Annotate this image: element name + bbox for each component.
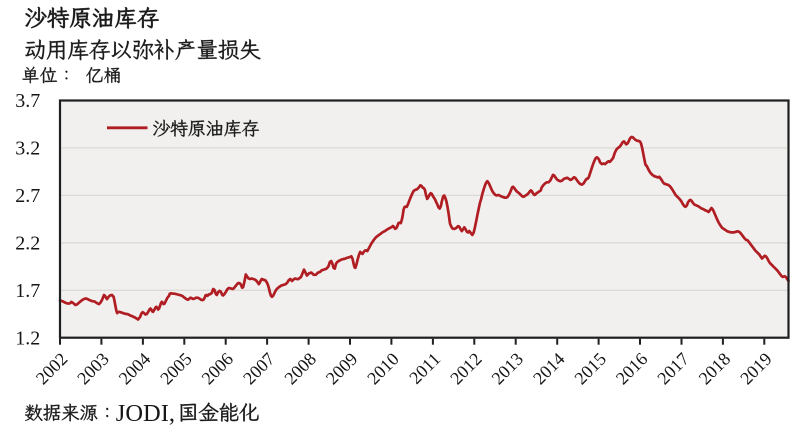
svg-text:1.2: 1.2 bbox=[15, 327, 40, 349]
svg-text:2.7: 2.7 bbox=[15, 185, 40, 207]
svg-text:3.2: 3.2 bbox=[15, 138, 40, 160]
svg-text:2.2: 2.2 bbox=[15, 232, 40, 254]
svg-text:1.7: 1.7 bbox=[15, 280, 40, 302]
svg-text:3.7: 3.7 bbox=[15, 90, 40, 112]
svg-text:JODI,: JODI, bbox=[116, 400, 175, 427]
